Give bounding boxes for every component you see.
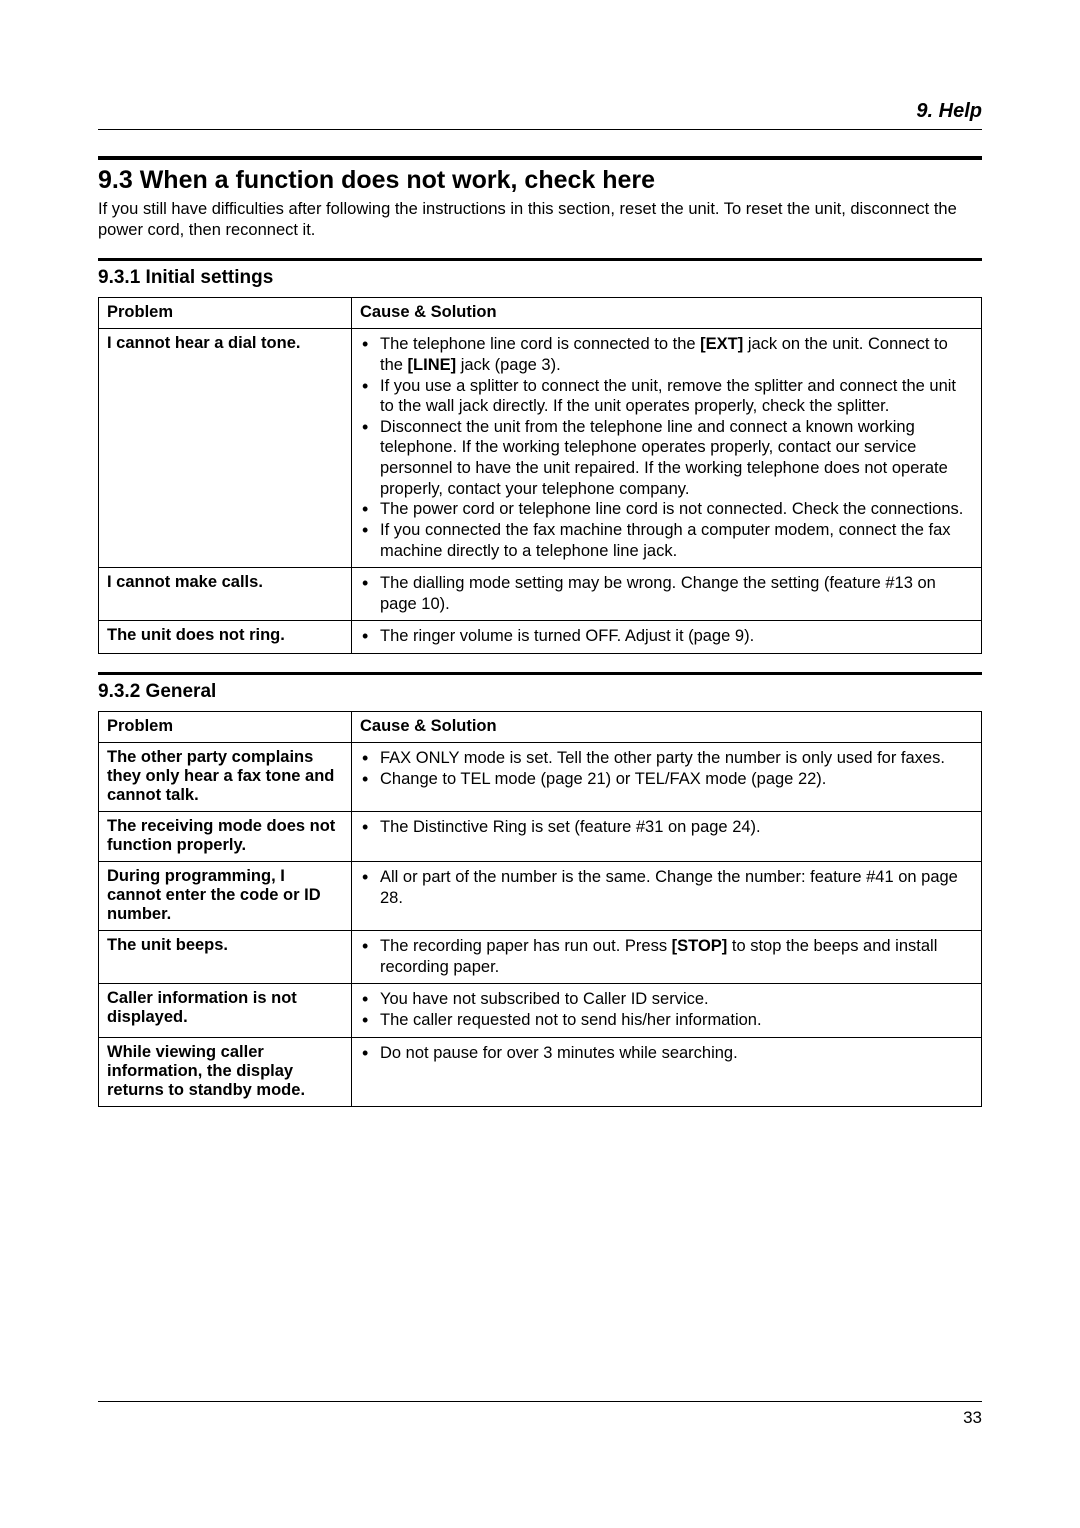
table-row: I cannot hear a dial tone.The telephone …: [99, 329, 982, 568]
solution-list: Do not pause for over 3 minutes while se…: [360, 1043, 973, 1064]
th-solution: Cause & Solution: [352, 298, 982, 329]
footer: 33: [98, 1401, 982, 1428]
th-problem: Problem: [99, 298, 352, 329]
solution-item: The ringer volume is turned OFF. Adjust …: [360, 626, 973, 647]
problem-cell: I cannot hear a dial tone.: [99, 329, 352, 568]
solution-cell: The dialling mode setting may be wrong. …: [352, 568, 982, 621]
section-rule-top: [98, 156, 982, 160]
solution-item: Disconnect the unit from the telephone l…: [360, 417, 973, 500]
solution-cell: Do not pause for over 3 minutes while se…: [352, 1037, 982, 1106]
table-row: The unit beeps.The recording paper has r…: [99, 931, 982, 984]
solution-item: If you connected the fax machine through…: [360, 520, 973, 561]
solution-item: The telephone line cord is connected to …: [360, 334, 973, 375]
table-header-row: Problem Cause & Solution: [99, 712, 982, 743]
solution-item: The recording paper has run out. Press […: [360, 936, 973, 977]
th-problem: Problem: [99, 712, 352, 743]
problem-cell: While viewing caller information, the di…: [99, 1037, 352, 1106]
subsection-title-2: 9.3.2 General: [98, 681, 982, 703]
solution-cell: The Distinctive Ring is set (feature #31…: [352, 812, 982, 862]
table-row: The other party complains they only hear…: [99, 743, 982, 812]
chapter-label: 9. Help: [98, 100, 982, 129]
header-rule: 9. Help: [98, 100, 982, 130]
subsection-title-1: 9.3.1 Initial settings: [98, 267, 982, 289]
solution-list: The dialling mode setting may be wrong. …: [360, 573, 973, 614]
table-header-row: Problem Cause & Solution: [99, 298, 982, 329]
section-title: 9.3 When a function does not work, check…: [98, 166, 982, 195]
table-row: During programming, I cannot enter the c…: [99, 862, 982, 931]
key-label: [EXT]: [700, 335, 743, 353]
solution-cell: The ringer volume is turned OFF. Adjust …: [352, 621, 982, 654]
solution-list: The telephone line cord is connected to …: [360, 334, 973, 561]
table-row: Caller information is not displayed. You …: [99, 984, 982, 1037]
subsection-rule: [98, 258, 982, 261]
solution-item: The caller requested not to send his/her…: [360, 1010, 973, 1031]
problem-cell: Caller information is not displayed.: [99, 984, 352, 1037]
problem-cell: I cannot make calls.: [99, 568, 352, 621]
solution-list: You have not subscribed to Caller ID ser…: [360, 989, 973, 1030]
solution-cell: The telephone line cord is connected to …: [352, 329, 982, 568]
solution-cell: All or part of the number is the same. C…: [352, 862, 982, 931]
solution-item: The power cord or telephone line cord is…: [360, 499, 973, 520]
table-row: While viewing caller information, the di…: [99, 1037, 982, 1106]
table-general: Problem Cause & Solution The other party…: [98, 711, 982, 1107]
key-label: [LINE]: [408, 356, 457, 374]
solution-item: The Distinctive Ring is set (feature #31…: [360, 817, 973, 838]
solution-item: Do not pause for over 3 minutes while se…: [360, 1043, 973, 1064]
solution-item: You have not subscribed to Caller ID ser…: [360, 989, 973, 1010]
solution-list: The recording paper has run out. Press […: [360, 936, 973, 977]
page-number: 33: [963, 1408, 982, 1427]
problem-cell: The other party complains they only hear…: [99, 743, 352, 812]
solution-cell: FAX ONLY mode is set. Tell the other par…: [352, 743, 982, 812]
table-row: I cannot make calls.The dialling mode se…: [99, 568, 982, 621]
solution-list: FAX ONLY mode is set. Tell the other par…: [360, 748, 973, 789]
problem-cell: The receiving mode does not function pro…: [99, 812, 352, 862]
solution-cell: The recording paper has run out. Press […: [352, 931, 982, 984]
page-container: 9. Help 9.3 When a function does not wor…: [0, 0, 1080, 1528]
solution-item: All or part of the number is the same. C…: [360, 867, 973, 908]
solution-list: The Distinctive Ring is set (feature #31…: [360, 817, 973, 838]
table-row: The unit does not ring. The ringer volume…: [99, 621, 982, 654]
solution-list: All or part of the number is the same. C…: [360, 867, 973, 908]
solution-item: FAX ONLY mode is set. Tell the other par…: [360, 748, 973, 769]
problem-cell: The unit beeps.: [99, 931, 352, 984]
subsection-rule: [98, 672, 982, 675]
solution-item: The dialling mode setting may be wrong. …: [360, 573, 973, 614]
table-initial-settings: Problem Cause & Solution I cannot hear a…: [98, 297, 982, 654]
th-solution: Cause & Solution: [352, 712, 982, 743]
section-intro: If you still have difficulties after fol…: [98, 199, 982, 240]
problem-cell: The unit does not ring.: [99, 621, 352, 654]
problem-cell: During programming, I cannot enter the c…: [99, 862, 352, 931]
solution-item: If you use a splitter to connect the uni…: [360, 376, 973, 417]
table-row: The receiving mode does not function pro…: [99, 812, 982, 862]
solution-list: The ringer volume is turned OFF. Adjust …: [360, 626, 973, 647]
solution-item: Change to TEL mode (page 21) or TEL/FAX …: [360, 769, 973, 790]
key-label: [STOP]: [672, 937, 728, 955]
solution-cell: You have not subscribed to Caller ID ser…: [352, 984, 982, 1037]
